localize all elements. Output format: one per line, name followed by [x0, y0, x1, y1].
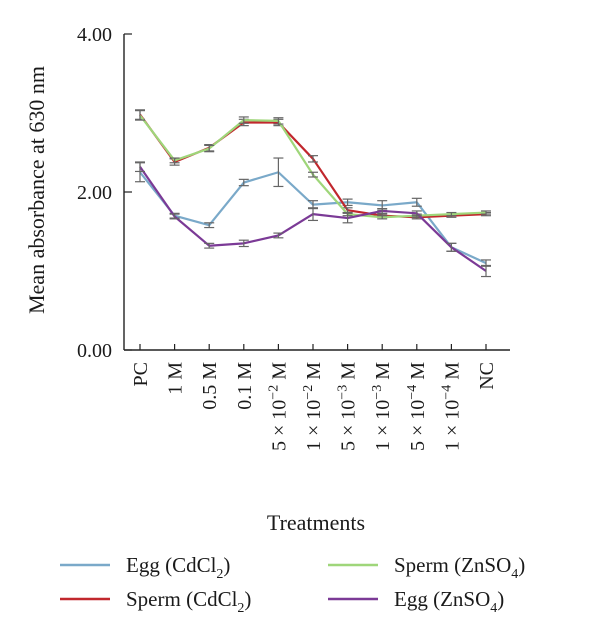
- y-axis-ticks: 0.00 2.00 4.00: [77, 24, 132, 362]
- x-tick-label: 1 × 10−3 M: [370, 362, 394, 451]
- legend-item: Egg (CdCl2): [60, 553, 230, 582]
- y-axis-title: Mean absorbance at 630 nm: [24, 66, 49, 314]
- x-tick-label: 0.1 M: [234, 362, 256, 410]
- series-4: [135, 161, 491, 278]
- series-3: [135, 110, 491, 220]
- legend-label: Egg (CdCl2): [126, 553, 230, 582]
- y-tick-label: 0.00: [77, 340, 112, 362]
- legend-label: Egg (ZnSO4): [394, 587, 504, 616]
- legend-item: Sperm (CdCl2): [60, 587, 251, 616]
- y-tick-label: 2.00: [77, 182, 112, 204]
- x-tick-label: 5 × 10−3 M: [336, 362, 360, 451]
- x-tick-label: 1 × 10−2 M: [301, 362, 325, 451]
- x-tick-label: 5 × 10−2 M: [266, 362, 290, 451]
- y-tick-label: 4.00: [77, 24, 112, 46]
- legend-item: Sperm (ZnSO4): [328, 553, 525, 582]
- x-tick-label: NC: [476, 362, 498, 390]
- legend-label: Sperm (CdCl2): [126, 587, 251, 616]
- legend: Egg (CdCl2) Sperm (CdCl2) Sperm (ZnSO4) Egg…: [60, 553, 525, 616]
- legend-label: Sperm (ZnSO4): [394, 553, 525, 582]
- legend-item: Egg (ZnSO4): [328, 587, 504, 616]
- chart-axes: [123, 34, 510, 351]
- x-tick-label: 0.5 M: [199, 362, 221, 410]
- x-tick-label: 1 × 10−4 M: [439, 362, 463, 451]
- x-axis-title: Treatments: [267, 510, 365, 535]
- x-axis-ticks: PC 1 M 0.5 M 0.1 M 5 × 10−2 M 1 × 10−2 M 5 × 1…: [130, 344, 498, 451]
- x-tick-label: 5 × 10−4 M: [405, 362, 429, 451]
- x-tick-label: 1 M: [165, 362, 187, 395]
- series-layer: [135, 109, 491, 278]
- x-tick-label: PC: [130, 362, 152, 386]
